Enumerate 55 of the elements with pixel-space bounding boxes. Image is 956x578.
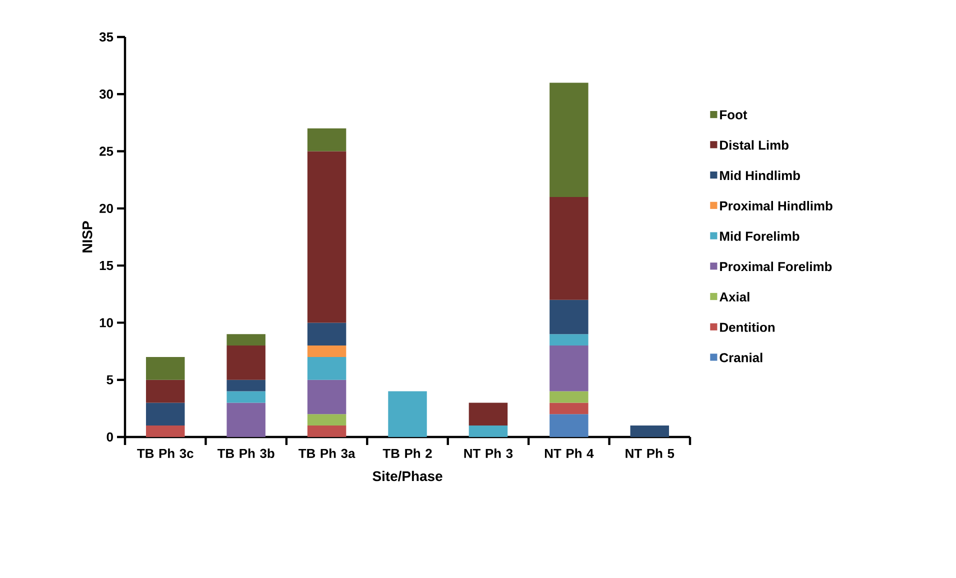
x-tick-label: TB Ph 3c (137, 448, 194, 458)
x-tick-label: NT Ph 4 (544, 448, 594, 458)
legend-label: Proximal Hindlimb (720, 200, 832, 210)
bar (550, 346, 588, 392)
bar (226, 346, 266, 380)
legend-label: Dentition (720, 322, 775, 332)
bar (388, 391, 427, 437)
legend-label: Proximal Forelimb (720, 262, 832, 272)
bar (226, 402, 266, 437)
bar (307, 151, 346, 323)
bar (307, 128, 346, 152)
bar (307, 356, 346, 380)
legend-label: Mid Forelimb (720, 231, 800, 241)
x-axis-title: Site/Phase (372, 470, 442, 482)
legend-label: Cranial (720, 352, 762, 362)
y-tick-label: 0 (106, 432, 113, 442)
y-tick-label: 5 (106, 375, 114, 384)
y-tick-label: 10 (100, 318, 113, 328)
bar (307, 380, 346, 414)
y-tick-label: 30 (99, 90, 113, 99)
bar (307, 426, 346, 437)
legend-label: Mid Hindlimb (720, 170, 800, 180)
bar (468, 426, 508, 437)
bar (550, 414, 588, 437)
bar (550, 300, 588, 334)
bar (468, 402, 508, 426)
y-tick-label: 20 (100, 204, 113, 213)
legend-label: Distal Limb (720, 140, 788, 150)
x-tick-label: TB Ph 3a (298, 448, 356, 458)
bar (146, 402, 185, 426)
bar (307, 414, 346, 426)
x-tick-label: TB Ph 3b (217, 448, 274, 458)
y-axis-title: NISP (82, 221, 92, 252)
y-tick-label: 35 (99, 32, 114, 42)
bar (550, 391, 588, 403)
bar (550, 334, 588, 346)
bar (550, 82, 588, 197)
legend-label: Axial (720, 292, 750, 302)
x-tick-label: NT Ph 3 (464, 448, 513, 458)
legend-label: Foot (720, 110, 748, 120)
y-tick-label: 25 (100, 146, 114, 156)
x-tick-label: NT Ph 5 (626, 448, 674, 458)
bar (630, 426, 670, 437)
bar (146, 380, 185, 403)
x-tick-label: TB Ph 2 (382, 448, 432, 458)
bar (146, 356, 185, 380)
bar (226, 391, 266, 403)
bar (146, 426, 185, 437)
y-tick-label: 15 (100, 261, 114, 270)
bar (307, 322, 346, 346)
bar (226, 380, 266, 392)
bar (226, 334, 266, 346)
bar (307, 346, 346, 357)
bar (550, 402, 588, 414)
bar (550, 196, 588, 300)
